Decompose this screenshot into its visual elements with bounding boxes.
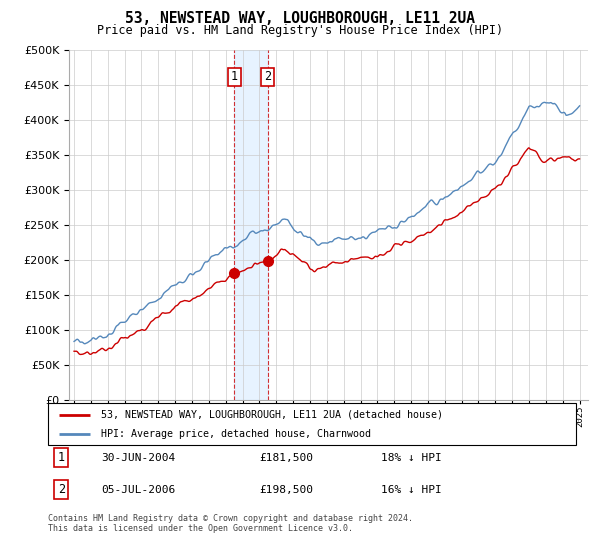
Text: 2: 2 xyxy=(58,483,65,496)
Text: 53, NEWSTEAD WAY, LOUGHBOROUGH, LE11 2UA (detached house): 53, NEWSTEAD WAY, LOUGHBOROUGH, LE11 2UA… xyxy=(101,409,443,419)
Text: 18% ↓ HPI: 18% ↓ HPI xyxy=(380,452,442,463)
Text: £181,500: £181,500 xyxy=(259,452,313,463)
Text: 1: 1 xyxy=(230,71,238,83)
Text: 53, NEWSTEAD WAY, LOUGHBOROUGH, LE11 2UA: 53, NEWSTEAD WAY, LOUGHBOROUGH, LE11 2UA xyxy=(125,11,475,26)
Text: 30-JUN-2004: 30-JUN-2004 xyxy=(101,452,175,463)
Text: £198,500: £198,500 xyxy=(259,484,313,494)
FancyBboxPatch shape xyxy=(48,403,576,445)
Text: 16% ↓ HPI: 16% ↓ HPI xyxy=(380,484,442,494)
Text: 05-JUL-2006: 05-JUL-2006 xyxy=(101,484,175,494)
Bar xyxy=(234,50,268,400)
Text: 2: 2 xyxy=(264,71,271,83)
Text: Contains HM Land Registry data © Crown copyright and database right 2024.
This d: Contains HM Land Registry data © Crown c… xyxy=(48,514,413,534)
Text: 1: 1 xyxy=(58,451,65,464)
Text: HPI: Average price, detached house, Charnwood: HPI: Average price, detached house, Char… xyxy=(101,429,371,439)
Text: Price paid vs. HM Land Registry's House Price Index (HPI): Price paid vs. HM Land Registry's House … xyxy=(97,24,503,36)
